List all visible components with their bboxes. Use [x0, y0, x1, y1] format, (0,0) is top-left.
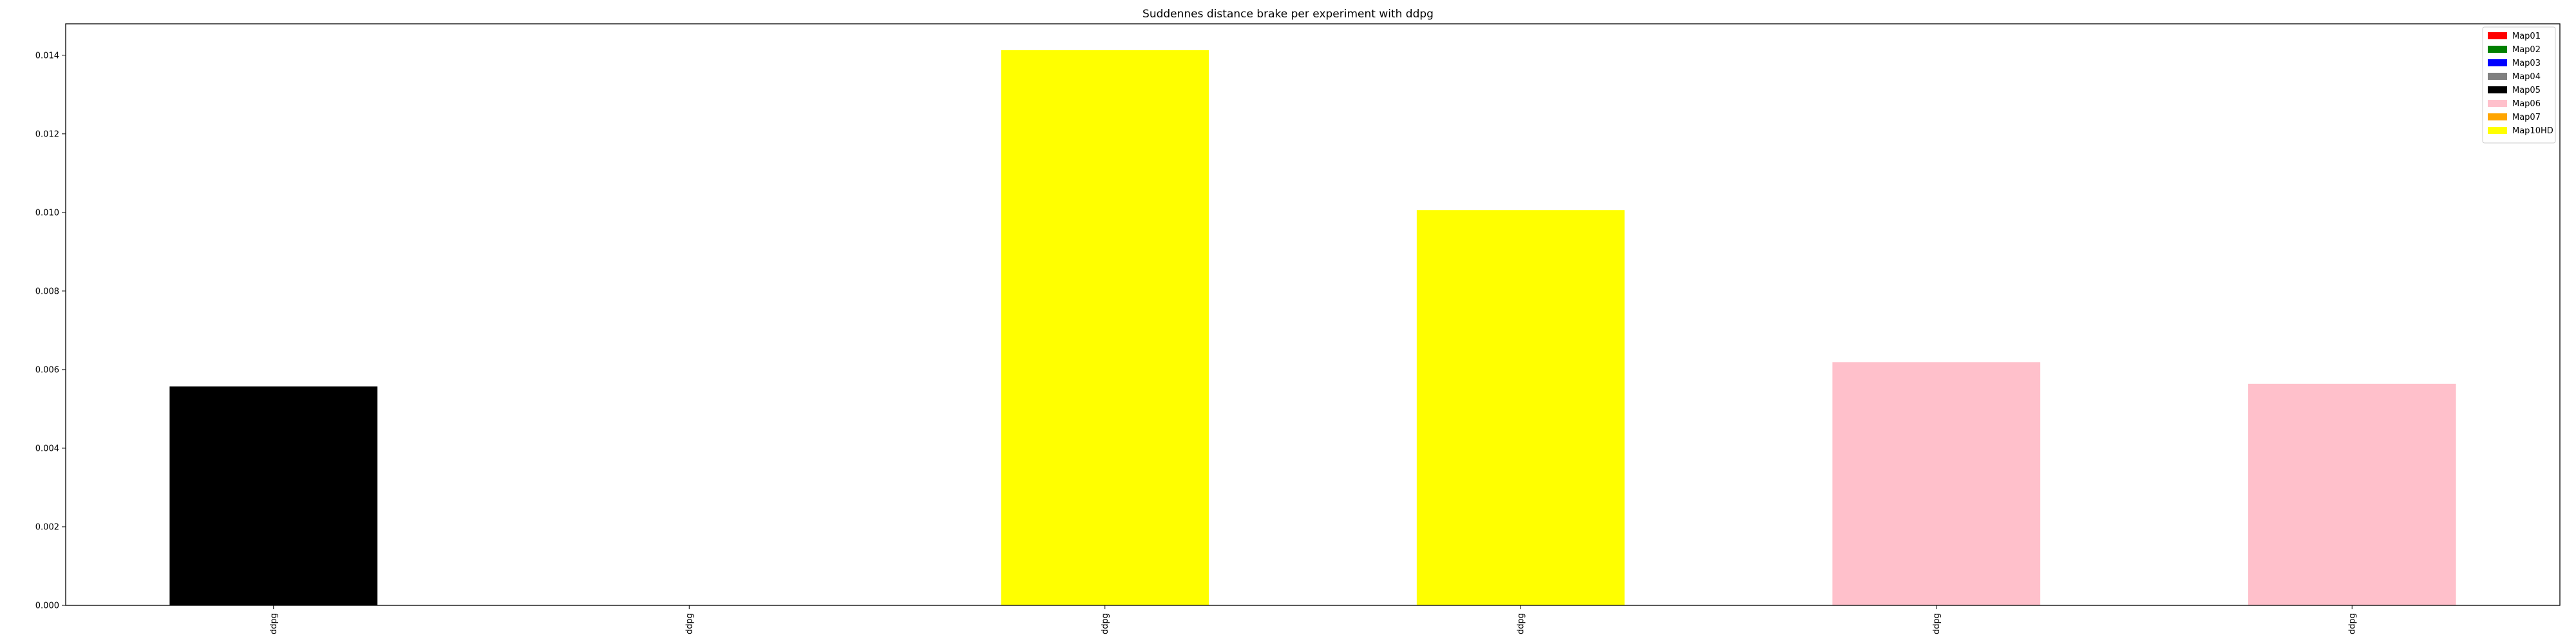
legend-swatch [2488, 86, 2507, 93]
bar-3 [1001, 50, 1209, 606]
bar-5 [1832, 362, 2041, 605]
legend-label: Map06 [2512, 99, 2541, 109]
legend-label: Map10HD [2512, 126, 2553, 136]
y-tick-label: 0.008 [35, 287, 59, 296]
legend-box [2482, 26, 2556, 144]
legend-swatch [2488, 59, 2507, 66]
legend-swatch [2488, 127, 2507, 134]
x-tick-label: ddpg [1932, 613, 1942, 634]
legend-label: Map03 [2512, 59, 2541, 68]
legend-label: Map04 [2512, 72, 2541, 82]
legend-swatch [2488, 73, 2507, 80]
legend-swatch [2488, 32, 2507, 39]
legend-swatch [2488, 100, 2507, 107]
x-tick-label: ddpg [1516, 613, 1526, 634]
y-tick-label: 0.002 [35, 522, 59, 532]
y-tick-label: 0.000 [35, 601, 59, 611]
legend-label: Map07 [2512, 113, 2541, 122]
legend-label: Map01 [2512, 32, 2541, 41]
legend-label: Map02 [2512, 45, 2541, 55]
legend-swatch [2488, 46, 2507, 53]
bars-group [169, 50, 2456, 606]
chart-title: Suddennes distance brake per experiment … [1142, 8, 1434, 21]
x-tick-label: ddpg [685, 613, 694, 634]
bar-6 [2248, 383, 2456, 605]
y-tick-label: 0.014 [35, 51, 59, 61]
y-tick-label: 0.004 [35, 444, 59, 453]
legend-swatch [2488, 113, 2507, 120]
x-axis: ddpg ddpg ddpg ddpg ddpg ddpg [269, 605, 2357, 634]
y-axis: 0.000 0.002 0.004 0.006 0.008 0.010 0.012 0.014 [35, 51, 66, 611]
y-tick-label: 0.010 [35, 208, 59, 218]
y-tick-label: 0.012 [35, 129, 59, 139]
x-tick-label: ddpg [1101, 613, 1110, 634]
x-tick-label: ddpg [269, 613, 279, 634]
bar-4 [1416, 210, 1625, 605]
legend-label: Map05 [2512, 86, 2541, 95]
y-tick-label: 0.006 [35, 365, 59, 375]
plot-frame [65, 23, 2561, 606]
bar-1 [169, 386, 378, 605]
legend: Map01 Map02 Map03 Map04 Map05 Map06 Map07 Map10… [2482, 26, 2556, 144]
x-tick-label: ddpg [2347, 613, 2357, 634]
